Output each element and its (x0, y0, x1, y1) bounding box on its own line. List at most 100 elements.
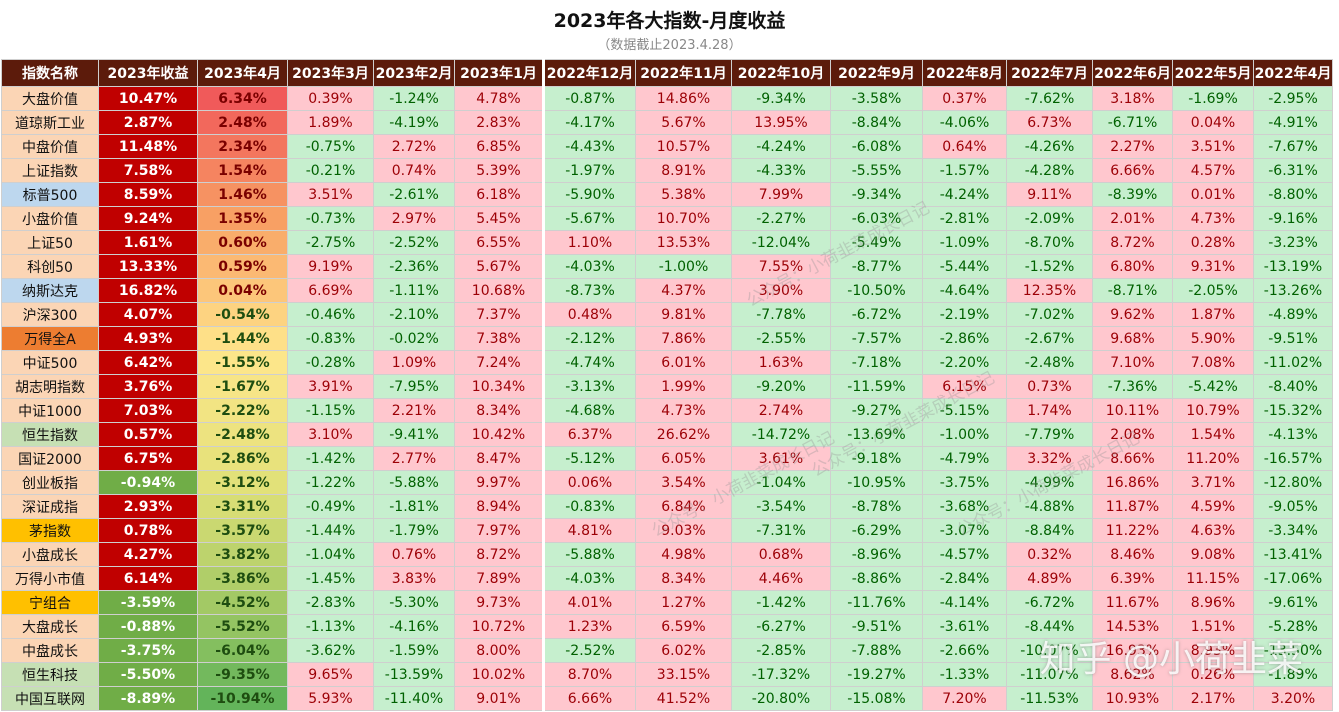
header-row: 指数名称 2023年收益 2023年4月 2023年3月 2023年2月 2023年1月 2… (1, 59, 1333, 87)
return-cell: 10.42% (454, 422, 544, 447)
return-cell: 7.24% (454, 350, 544, 375)
return-cell: 3.91% (287, 374, 374, 399)
return-cell: -2.22% (197, 398, 288, 423)
return-cell: -8.44% (1006, 614, 1093, 639)
return-cell: -2.61% (373, 182, 455, 207)
return-cell: 3.54% (635, 470, 732, 495)
return-cell: -0.94% (98, 470, 198, 495)
index-name-cell: 国证2000 (1, 446, 99, 471)
table-row: 中证1000 7.03% -2.22% -1.15% 2.21% 8.34% -4.68% 4… (1, 398, 1333, 423)
return-cell: -1.59% (373, 638, 455, 663)
table-row: 恒生指数 0.57% -2.48% 3.10% -9.41% 10.42% 6.37% 26.… (1, 422, 1333, 447)
return-cell: 0.48% (542, 302, 636, 327)
return-cell: 2.01% (1092, 206, 1173, 231)
return-cell: -1.04% (287, 542, 374, 567)
return-cell: -1.52% (1006, 254, 1093, 279)
return-cell: -15.32% (1253, 398, 1333, 423)
return-cell: -0.02% (373, 326, 455, 351)
return-cell: -4.43% (542, 134, 636, 159)
return-cell: -4.03% (542, 566, 636, 591)
return-cell: 6.42% (98, 350, 198, 375)
return-cell: 1.61% (98, 230, 198, 255)
return-cell: -17.06% (1253, 566, 1333, 591)
return-cell: 5.45% (454, 206, 544, 231)
return-cell: 7.55% (731, 254, 831, 279)
index-name-cell: 恒生科技 (1, 662, 99, 687)
return-cell: -7.31% (731, 518, 831, 543)
return-cell: 7.99% (731, 182, 831, 207)
return-cell: -8.80% (1253, 182, 1333, 207)
return-cell: 16.93% (1092, 638, 1173, 663)
table-row: 上证指数 7.58% 1.54% -0.21% 0.74% 5.39% -1.97% 8.91… (1, 158, 1333, 183)
return-cell: 4.07% (98, 302, 198, 327)
return-cell: 7.38% (454, 326, 544, 351)
return-cell: -0.21% (287, 158, 374, 183)
return-cell: 2.72% (373, 134, 455, 159)
return-cell: -7.02% (1006, 302, 1093, 327)
table-row: 国证2000 6.75% -2.86% -1.42% 2.77% 8.47% -5.12% 6… (1, 446, 1333, 471)
return-cell: 0.73% (1006, 374, 1093, 399)
return-cell: -11.02% (1253, 350, 1333, 375)
return-cell: -4.33% (731, 158, 831, 183)
return-cell: -1.44% (287, 518, 374, 543)
return-cell: -5.30% (373, 590, 455, 615)
index-name-cell: 创业板指 (1, 470, 99, 495)
return-cell: -6.31% (1253, 158, 1333, 183)
table-row: 标普500 8.59% 1.46% 3.51% -2.61% 6.18% -5.90% 5.3… (1, 182, 1333, 207)
return-cell: -8.40% (1253, 374, 1333, 399)
return-cell: -4.52% (197, 590, 288, 615)
return-cell: 6.73% (1006, 110, 1093, 135)
return-cell: 0.28% (1172, 230, 1254, 255)
return-cell: 7.03% (98, 398, 198, 423)
return-cell: -4.13% (1253, 422, 1333, 447)
return-cell: 0.76% (373, 542, 455, 567)
return-cell: 1.63% (731, 350, 831, 375)
return-cell: 6.84% (635, 494, 732, 519)
index-name-cell: 上证50 (1, 230, 99, 255)
return-cell: 8.47% (454, 446, 544, 471)
return-cell: 0.59% (197, 254, 288, 279)
return-cell: 0.37% (922, 86, 1007, 111)
return-cell: 7.58% (98, 158, 198, 183)
index-name-cell: 中盘成长 (1, 638, 99, 663)
table-row: 胡志明指数 3.76% -1.67% 3.91% -7.95% 10.34% -3.13% 1… (1, 374, 1333, 399)
header-cell: 2023年4月 (197, 59, 288, 87)
return-cell: 9.97% (454, 470, 544, 495)
return-cell: 1.35% (197, 206, 288, 231)
return-cell: -1.13% (287, 614, 374, 639)
return-cell: -3.07% (922, 518, 1007, 543)
return-cell: -7.62% (1006, 86, 1093, 111)
return-cell: 0.04% (197, 278, 288, 303)
return-cell: 6.66% (542, 686, 636, 711)
return-cell: 4.78% (454, 86, 544, 111)
return-cell: 9.81% (635, 302, 732, 327)
return-cell: -5.55% (830, 158, 923, 183)
table-row: 万得全A 4.93% -1.44% -0.83% -0.02% 7.38% -2.12% 7.… (1, 326, 1333, 351)
table-row: 沪深300 4.07% -0.54% -0.46% -2.10% 7.37% 0.48% 9.… (1, 302, 1333, 327)
return-cell: -7.36% (1092, 374, 1173, 399)
return-cell: -4.26% (1006, 134, 1093, 159)
return-cell: 1.87% (1172, 302, 1254, 327)
return-cell: 2.27% (1092, 134, 1173, 159)
return-cell: 10.93% (1092, 686, 1173, 711)
return-cell: -2.19% (922, 302, 1007, 327)
index-name-cell: 万得小市值 (1, 566, 99, 591)
return-cell: -3.86% (197, 566, 288, 591)
return-cell: -9.34% (731, 86, 831, 111)
return-cell: -11.59% (830, 374, 923, 399)
return-cell: -8.73% (542, 278, 636, 303)
return-cell: 9.73% (454, 590, 544, 615)
return-cell: 5.67% (454, 254, 544, 279)
return-cell: 6.01% (635, 350, 732, 375)
return-cell: 5.39% (454, 158, 544, 183)
return-cell: 8.62% (1092, 662, 1173, 687)
return-cell: -13.69% (830, 422, 923, 447)
return-cell: 9.62% (1092, 302, 1173, 327)
return-cell: 0.39% (287, 86, 374, 111)
return-cell: -0.83% (287, 326, 374, 351)
returns-table: 指数名称 2023年收益 2023年4月 2023年3月 2023年2月 2023年1月 2… (1, 59, 1333, 711)
return-cell: -16.57% (1253, 446, 1333, 471)
return-cell: 1.54% (1172, 422, 1254, 447)
header-cell: 2023年3月 (287, 59, 374, 87)
index-name-cell: 中证1000 (1, 398, 99, 423)
